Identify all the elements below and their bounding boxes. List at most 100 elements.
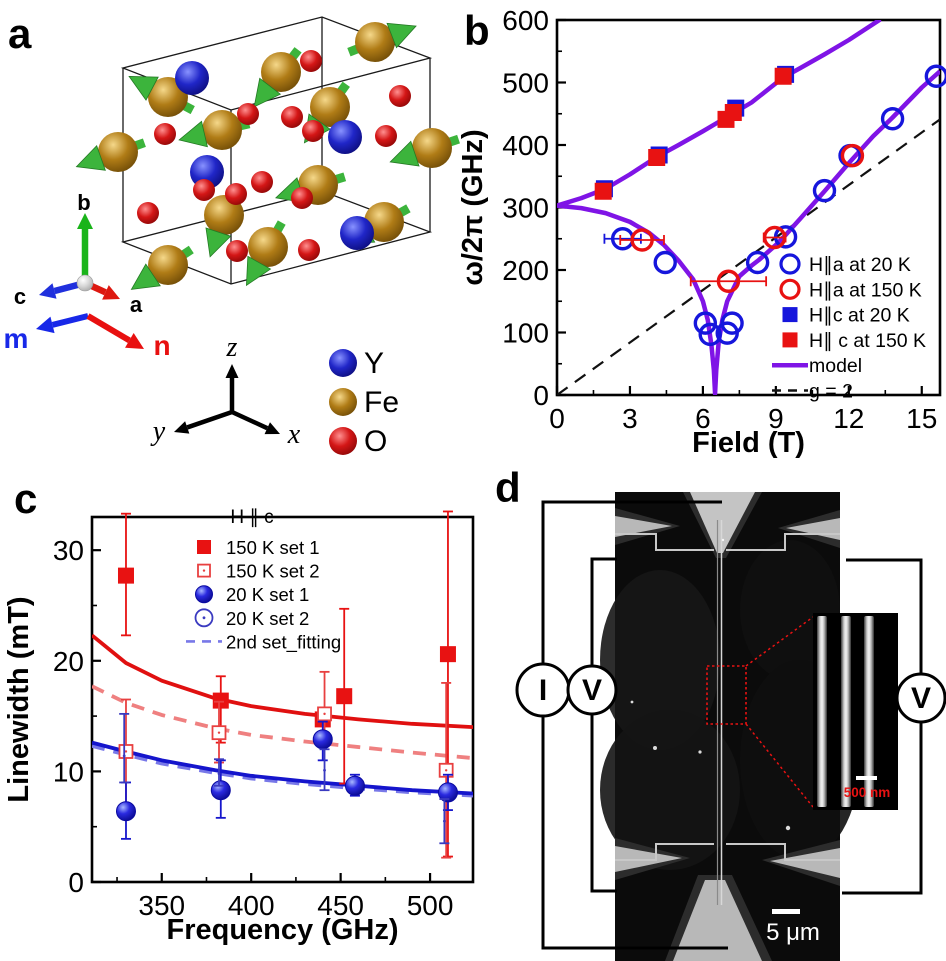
cartesian-axes-xyz: z y x [150, 332, 301, 450]
legend-label: H∥c at 20 K [809, 305, 910, 327]
o-sphere [251, 171, 273, 193]
o-sphere [137, 202, 159, 224]
x-tick-label: 12 [833, 403, 864, 434]
y-tick-label: 30 [53, 535, 84, 566]
series-H∥-c-at-150-K [594, 67, 792, 200]
fe-sphere [202, 110, 242, 150]
filled-square-marker [212, 692, 229, 709]
fe-atom-with-spin-arrow [130, 245, 194, 290]
curve-150-K-set-1-fit [92, 633, 473, 730]
filled-square-marker [336, 688, 353, 705]
panel-letter-d: d [495, 464, 521, 511]
y-tick-label: 0 [68, 867, 84, 898]
legend-item: 150 K set 1 [197, 537, 320, 558]
scale-bar: 5 μm [766, 909, 820, 946]
o-sphere [193, 179, 215, 201]
fe-atom-with-spin-arrow [347, 22, 417, 62]
series-20-K-set-2 [119, 712, 450, 845]
y-tick-label: 100 [502, 318, 549, 349]
y-axis-label: Linewidth (mT) [3, 596, 35, 802]
legend-title: H ∥ c [230, 507, 273, 528]
legend-item: H∥a at 20 K [779, 253, 911, 276]
fe-sphere [98, 132, 138, 172]
fe-atom-with-spin-arrow [253, 47, 302, 108]
series-150-K-set-2 [118, 670, 454, 859]
filled-square-marker [594, 182, 612, 200]
x-axis-label: Field (T) [692, 427, 805, 459]
spin-cone [75, 144, 106, 171]
x-tick-label: 400 [228, 890, 275, 921]
ball-marker [437, 782, 458, 803]
legend-item: H∥c at 20 K [782, 305, 910, 327]
axis-label-a: a [130, 292, 143, 317]
o-sphere [154, 123, 176, 145]
curve-150-K-2nd-set-fit [92, 684, 473, 761]
axis-label-b: b [77, 190, 90, 215]
open-circle-marker [745, 250, 770, 275]
fe-sphere [248, 227, 288, 267]
nanowire-inset: 500 nm [813, 613, 898, 810]
axis-label-y: y [150, 416, 166, 447]
legend-label: H∥ c at 150 K [809, 330, 926, 352]
legend-element-label: O [364, 425, 387, 458]
axis-ticks: 350 400 450 500 0 10 20 30 [53, 535, 454, 921]
o-sphere [300, 50, 322, 72]
legend-item: 20 K set 1 [195, 584, 309, 605]
filled-square-marker [648, 149, 666, 166]
scale-bar-label: 5 μm [766, 919, 820, 946]
fe-sphere [148, 245, 188, 285]
legend-label: model [809, 355, 862, 377]
open-circle-marker [698, 322, 722, 347]
o-sphere [389, 85, 411, 107]
x-axis-label: Frequency (GHz) [166, 914, 398, 946]
panel-letter-c: c [14, 475, 37, 522]
legend-label: H∥a at 20 K [809, 254, 911, 276]
o-sphere [302, 120, 324, 142]
fe-sphere [310, 87, 350, 127]
nanowire-stripe [817, 616, 827, 807]
axis-label-c: c [14, 284, 26, 309]
filled-square-marker [117, 567, 134, 584]
legend-sphere-Y [329, 349, 357, 377]
device-sem-with-circuit: d 500 nm 5 μm I V V [495, 464, 946, 961]
legend-label: 2nd set_fitting [226, 631, 341, 653]
open-circle-marker [779, 253, 801, 275]
y-tick-label: 200 [502, 255, 549, 286]
y-sphere [340, 216, 374, 250]
open-circle-marker [880, 107, 905, 131]
o-sphere [281, 106, 303, 128]
legend-label: 20 K set 1 [226, 584, 309, 605]
top-contact [690, 492, 755, 553]
y-tick-label: 500 [502, 68, 549, 99]
open-circle-marker [779, 278, 801, 300]
axis-label-x: x [287, 419, 301, 450]
curve-g-=-2 [557, 118, 940, 395]
left-voltage-wire [590, 557, 617, 893]
panel-b-resonance-chart: b 0 3 6 9 12 15 0 100 200 300 400 500 600 Field (T) ω/2… [457, 0, 946, 465]
x-tick-label: 0 [549, 403, 565, 434]
y-tick-label: 0 [533, 380, 549, 411]
y-sphere [328, 120, 362, 154]
legend-item: H∥ c at 150 K [782, 330, 926, 352]
open-circle-marker [812, 178, 837, 203]
panel-c-linewidth-chart: c 350 400 450 500 0 10 20 30 Frequency (GHz) Linew… [0, 460, 530, 961]
upper-left-contact [615, 516, 672, 537]
bottom-contact [673, 880, 762, 961]
filled-square-marker [439, 646, 456, 663]
legend-label: 150 K set 2 [226, 561, 320, 582]
legend-item: H∥a at 150 K [779, 278, 922, 301]
y-tick-label: 400 [502, 130, 549, 161]
panel-letter-b: b [464, 7, 490, 54]
legend-item: 150 K set 2 [197, 561, 320, 582]
spin-cone [178, 120, 208, 148]
ball-marker [115, 801, 136, 822]
fe-atom-with-spin-arrow [245, 220, 288, 287]
curve-20-K-set-1-fit [92, 740, 473, 796]
o-sphere [291, 187, 313, 209]
fe-atom-with-spin-arrow [178, 110, 251, 150]
filled-square-marker [774, 67, 792, 85]
